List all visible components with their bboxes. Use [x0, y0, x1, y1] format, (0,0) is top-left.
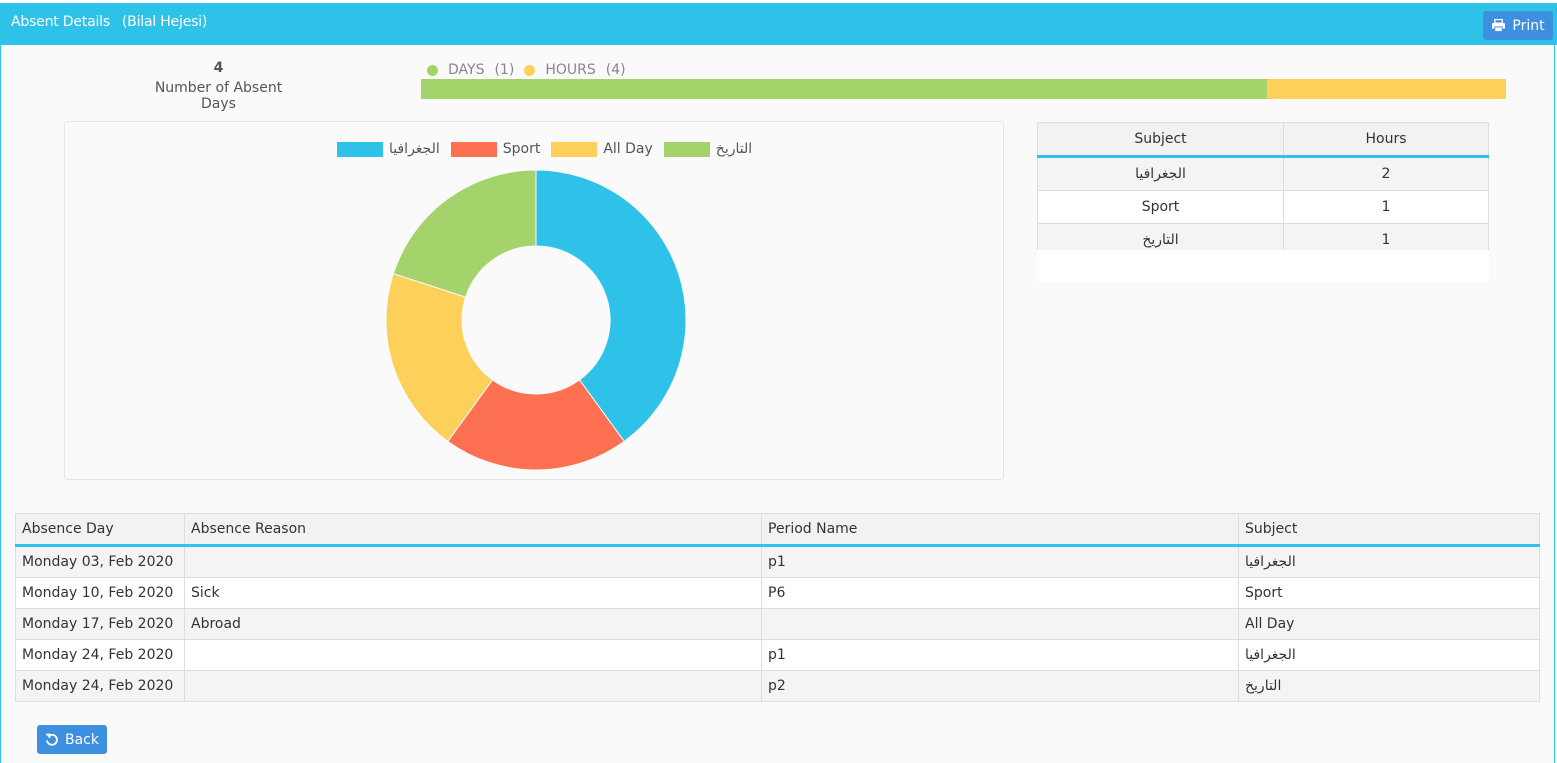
chart-legend-item[interactable]: الجغرافيا	[337, 141, 440, 157]
table-row: Monday 17, Feb 2020 Abroad All Day	[15, 608, 1540, 640]
progress-hours-segment	[1267, 79, 1506, 99]
chart-legend-item[interactable]: التاريخ	[663, 141, 753, 157]
donut-slice[interactable]	[535, 169, 687, 443]
header-period-name: Period Name	[761, 513, 1239, 547]
table-row: Monday 24, Feb 2020 p2 التاريخ	[15, 670, 1540, 702]
table-row: Monday 10, Feb 2020 Sick P6 Sport	[15, 577, 1540, 609]
hours-table-cell: Sport	[1037, 190, 1284, 224]
cell-absence-day: Monday 24, Feb 2020	[15, 670, 185, 702]
hours-table-header-hours: Hours	[1283, 122, 1489, 158]
cell-period-name	[761, 608, 1239, 640]
cell-absence-reason	[184, 545, 762, 578]
cell-period-name: p1	[761, 639, 1239, 671]
cell-subject: All Day	[1238, 608, 1540, 640]
student-name: (Bilal Hejesi)	[121, 14, 208, 30]
hours-table-cell: 2	[1283, 156, 1489, 191]
cell-period-name: P6	[761, 577, 1239, 609]
page-header: Absent Details (Bilal Hejesi) Print	[0, 3, 1557, 45]
hours-table-footer	[1037, 250, 1489, 282]
hours-dot-icon	[524, 64, 536, 76]
cell-absence-reason	[184, 639, 762, 671]
hours-table-cell: 1	[1283, 190, 1489, 224]
table-row: Monday 24, Feb 2020 p1 الجغرافيا	[15, 639, 1540, 671]
cell-subject: التاريخ	[1238, 670, 1540, 702]
legend-label: التاريخ	[715, 141, 753, 157]
legend-days-count: (1)	[494, 62, 515, 78]
cell-subject: الجغرافيا	[1238, 639, 1540, 671]
subject-hours-table: Subject Hours الجغرافيا 2 Sport 1 التاري…	[1037, 122, 1489, 257]
undo-icon	[46, 733, 58, 746]
legend-days-label: DAYS	[448, 62, 485, 78]
legend-swatch	[450, 141, 497, 157]
donut-chart-panel: الجغرافيا Sport All Day التاريخ	[64, 121, 1004, 480]
chart-legend-item[interactable]: All Day	[551, 141, 653, 157]
print-button-label: Print	[1512, 17, 1545, 34]
back-button[interactable]: Back	[37, 725, 107, 754]
table-row: الجغرافيا 2	[1037, 156, 1489, 191]
legend-swatch	[663, 141, 710, 157]
hours-table-header-subject: Subject	[1037, 122, 1284, 158]
progress-days-segment	[421, 79, 1268, 99]
title-text: Absent Details	[11, 14, 110, 30]
cell-absence-day: Monday 17, Feb 2020	[15, 608, 185, 640]
legend-label: All Day	[603, 141, 653, 157]
chart-legend-item[interactable]: Sport	[450, 141, 541, 157]
back-button-label: Back	[65, 731, 99, 748]
hours-table-header-row: Subject Hours	[1037, 122, 1489, 158]
legend-label: Sport	[502, 141, 541, 157]
detail-table-header-row: Absence Day Absence Reason Period Name S…	[15, 513, 1540, 547]
absent-days-count: 4	[213, 60, 224, 76]
legend-hours: HOURS (4)	[524, 62, 626, 78]
chart-legend: الجغرافيا Sport All Day التاريخ	[337, 141, 763, 157]
printer-icon	[1492, 19, 1506, 32]
days-dot-icon	[427, 64, 438, 76]
donut-chart	[385, 169, 687, 471]
table-row: Monday 03, Feb 2020 p1 الجغرافيا	[15, 545, 1540, 578]
cell-subject: Sport	[1238, 577, 1540, 609]
cell-period-name: p1	[761, 545, 1239, 578]
days-hours-legend: DAYS (1) HOURS (4)	[427, 62, 636, 78]
cell-period-name: p2	[761, 670, 1239, 702]
legend-days: DAYS (1)	[427, 62, 514, 78]
legend-label: الجغرافيا	[389, 141, 440, 157]
legend-hours-count: (4)	[605, 62, 626, 78]
legend-swatch	[337, 141, 383, 157]
hours-table-cell: الجغرافيا	[1037, 156, 1284, 191]
cell-absence-day: Monday 03, Feb 2020	[15, 545, 185, 578]
cell-absence-reason: Abroad	[184, 608, 762, 640]
cell-absence-reason	[184, 670, 762, 702]
cell-subject: الجغرافيا	[1238, 545, 1540, 578]
legend-swatch	[551, 141, 598, 157]
header-absence-reason: Absence Reason	[184, 513, 762, 547]
print-button[interactable]: Print	[1483, 11, 1553, 40]
cell-absence-day: Monday 10, Feb 2020	[15, 577, 185, 609]
donut-slice[interactable]	[392, 169, 537, 298]
page-title: Absent Details (Bilal Hejesi)	[11, 14, 207, 30]
donut-slice[interactable]	[447, 379, 625, 471]
cell-absence-reason: Sick	[184, 577, 762, 609]
header-absence-day: Absence Day	[15, 513, 185, 547]
donut-slice[interactable]	[385, 273, 494, 443]
absence-detail-table: Absence Day Absence Reason Period Name S…	[15, 513, 1540, 702]
absent-days-label: Number of Absent Days	[154, 80, 283, 112]
legend-hours-label: HOURS	[545, 62, 596, 78]
header-subject: Subject	[1238, 513, 1540, 547]
cell-absence-day: Monday 24, Feb 2020	[15, 639, 185, 671]
table-row: Sport 1	[1037, 190, 1489, 224]
days-hours-progress-bar	[421, 79, 1506, 99]
